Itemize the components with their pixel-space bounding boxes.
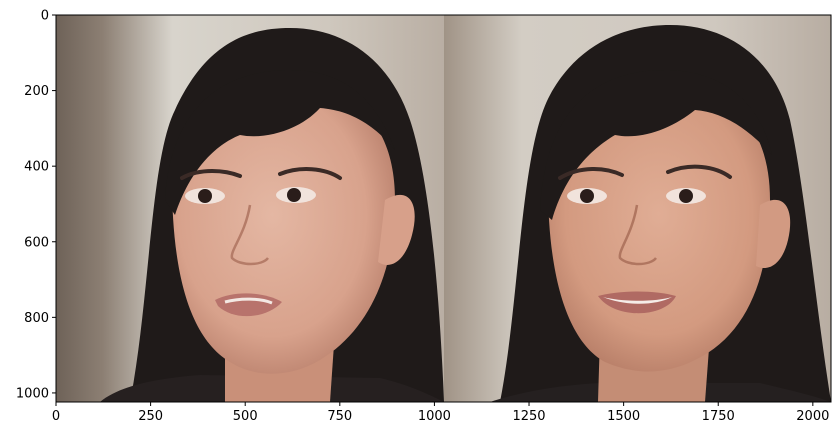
left-portrait — [56, 15, 444, 402]
right-portrait — [444, 15, 831, 402]
x-tick-label: 500 — [233, 409, 258, 424]
x-tick-label: 1250 — [512, 409, 545, 424]
y-tick-label: 400 — [24, 160, 49, 175]
x-tick-label: 0 — [52, 409, 60, 424]
x-tick-label: 1500 — [607, 409, 640, 424]
x-tick-label: 1000 — [418, 409, 451, 424]
y-tick-label: 200 — [24, 84, 49, 99]
y-tick-label: 1000 — [16, 386, 49, 401]
axes-frame — [55, 14, 832, 403]
y-axis: 0 200 400 600 800 1000 — [16, 9, 56, 401]
y-tick-label: 0 — [41, 9, 49, 24]
x-axis: 0 250 500 750 1000 1250 1500 1750 2000 — [52, 402, 829, 424]
x-tick-label: 2000 — [796, 409, 829, 424]
x-tick-label: 250 — [138, 409, 163, 424]
y-tick-label: 600 — [24, 235, 49, 250]
x-tick-label: 1750 — [702, 409, 735, 424]
x-tick-label: 750 — [327, 409, 352, 424]
image-content — [56, 15, 831, 402]
y-tick-label: 800 — [24, 311, 49, 326]
